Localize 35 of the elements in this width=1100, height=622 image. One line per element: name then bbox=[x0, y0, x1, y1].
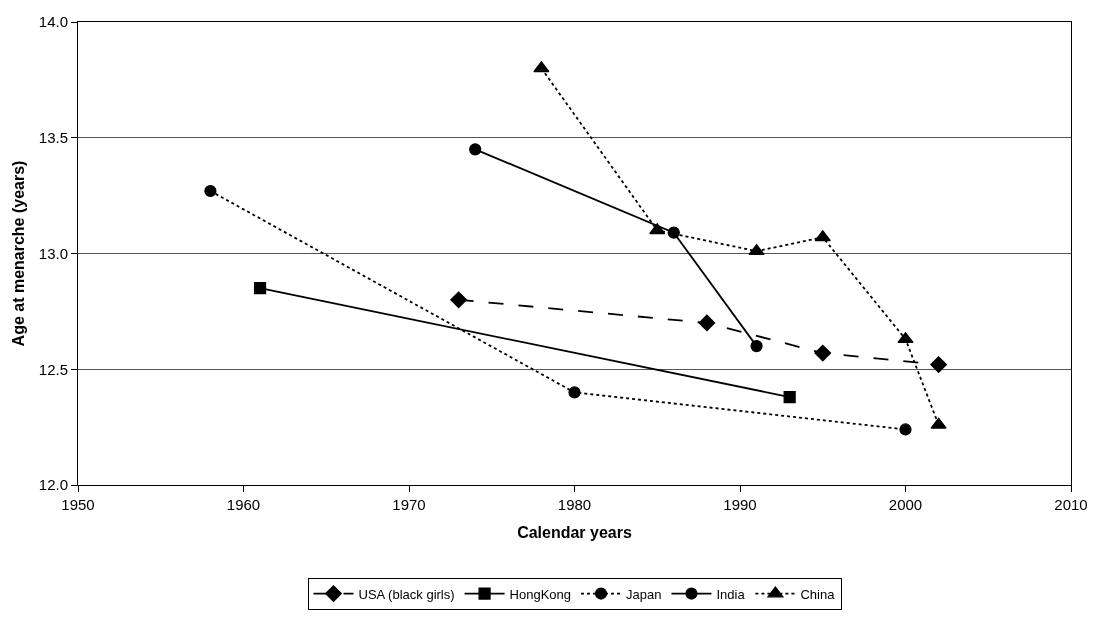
point bbox=[698, 314, 716, 332]
point bbox=[814, 230, 831, 242]
legend-label: HongKong bbox=[509, 586, 572, 602]
y-tick-label: 12.5 bbox=[38, 360, 68, 378]
legend-label: China bbox=[800, 586, 836, 602]
point bbox=[930, 356, 947, 374]
point bbox=[814, 344, 832, 362]
legend-label: India bbox=[716, 586, 746, 602]
x-tick-label: 1970 bbox=[392, 496, 426, 513]
x-tick-label: 1980 bbox=[557, 496, 592, 513]
point bbox=[748, 244, 765, 256]
point bbox=[533, 61, 550, 73]
y-axis-title: Age at menarche (years) bbox=[9, 160, 27, 347]
point bbox=[750, 340, 763, 353]
x-axis-title: Calendar years bbox=[517, 523, 632, 541]
x-tick-label: 1960 bbox=[226, 496, 261, 513]
point bbox=[930, 417, 947, 429]
point bbox=[649, 223, 666, 235]
point bbox=[899, 423, 912, 436]
legend-label: USA (black girls) bbox=[358, 586, 455, 602]
y-tick-label: 13.5 bbox=[38, 129, 68, 146]
point bbox=[253, 282, 267, 295]
point bbox=[450, 291, 468, 309]
x-tick-label: 2010 bbox=[1054, 496, 1088, 513]
x-tick-label: 1990 bbox=[723, 496, 757, 513]
point bbox=[783, 390, 796, 404]
point bbox=[469, 143, 482, 156]
y-tick-label: 12.0 bbox=[38, 476, 68, 494]
x-tick-label: 1950 bbox=[61, 496, 95, 513]
legend-label: Japan bbox=[626, 586, 662, 602]
point bbox=[204, 184, 217, 198]
point bbox=[568, 386, 581, 399]
y-tick-label: 14.0 bbox=[38, 13, 68, 31]
x-tick-label: 2000 bbox=[888, 496, 923, 513]
y-tick-label: 13.0 bbox=[38, 244, 68, 262]
